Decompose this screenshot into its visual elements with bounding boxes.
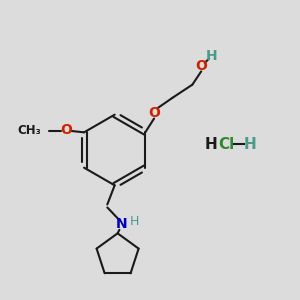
- Text: O: O: [195, 59, 207, 73]
- Text: O: O: [148, 106, 160, 120]
- Text: CH₃: CH₃: [18, 124, 41, 137]
- Text: O: O: [60, 123, 72, 137]
- Text: H: H: [244, 136, 256, 152]
- Text: H: H: [130, 215, 139, 228]
- Text: N: N: [116, 218, 128, 232]
- Text: H: H: [205, 136, 217, 152]
- Text: Cl: Cl: [218, 136, 235, 152]
- Text: H: H: [206, 49, 217, 63]
